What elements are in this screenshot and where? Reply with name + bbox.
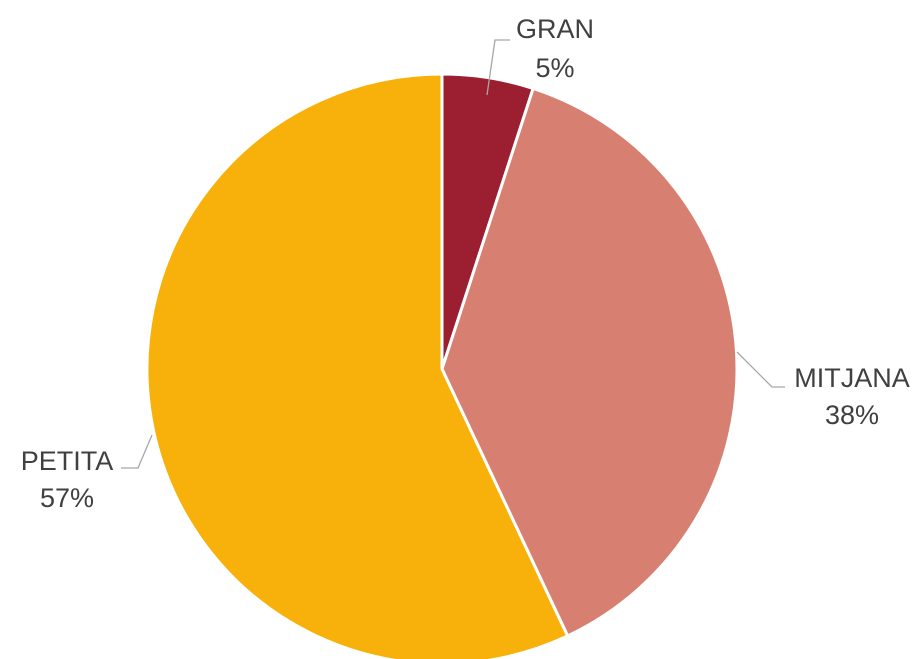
label-mitjana-percent: 38% [825, 400, 879, 430]
pie-slices [145, 72, 739, 659]
label-gran-name: GRAN [516, 14, 594, 44]
label-petita-percent: 57% [40, 483, 94, 513]
leader-line-gran [486, 39, 510, 96]
data-labels: GRAN 5% MITJANA 38% PETITA 57% [21, 14, 910, 513]
label-petita-name: PETITA [21, 446, 114, 476]
pie-slice-mitjana [440, 86, 739, 638]
leader-line-petita [121, 434, 153, 469]
pie-slice-petita [145, 72, 570, 659]
label-gran-percent: 5% [535, 53, 574, 83]
leader-line-mitjana [736, 351, 785, 388]
leader-lines [121, 39, 785, 469]
label-mitjana-name: MITJANA [794, 363, 910, 393]
